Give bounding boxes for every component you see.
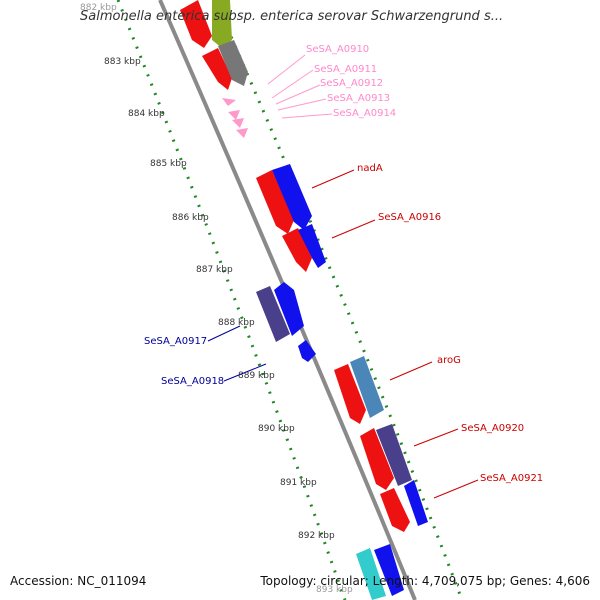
genome-title: Salmonella enterica subsp. enterica sero… — [80, 9, 504, 24]
tick-label: 886 kbp — [172, 213, 209, 223]
tick-track-inner — [116, 0, 347, 600]
gene-label: aroG — [437, 355, 461, 366]
gene-aroG — [334, 364, 366, 424]
gene-label: SeSA_A0912 — [320, 78, 383, 89]
tick-label: 889 kbp — [238, 371, 275, 381]
gene-blue-0917 — [274, 282, 304, 336]
tick-label: 888 kbp — [218, 318, 255, 328]
gene-label: SeSA_A0910 — [306, 44, 369, 55]
tick-label: 885 kbp — [150, 159, 187, 169]
gene-pink-2 — [228, 110, 240, 120]
gene-cyan — [356, 548, 386, 600]
gene-SeSA_A0918 — [298, 340, 316, 362]
gene-pink-1 — [222, 98, 236, 106]
gene-labels: SeSA_A0910 SeSA_A0911 SeSA_A0912 SeSA_A0… — [144, 44, 543, 484]
gene-label: SeSA_A0914 — [333, 108, 396, 119]
tick-label: 890 kbp — [258, 424, 295, 434]
tick-track-outer — [213, 0, 464, 600]
gene-label: SeSA_A0921 — [480, 473, 543, 484]
gene-SeSA_A0916-blue — [298, 224, 326, 268]
gene-SeSA_A0920-red — [360, 428, 394, 490]
tick-labels: 882 kbp 883 kbp 884 kbp 885 kbp 886 kbp 887 k… — [80, 3, 353, 595]
tick-label: 883 kbp — [104, 57, 141, 67]
gene-label: SeSA_A0913 — [327, 93, 390, 104]
gene-features — [180, 0, 428, 600]
gene-pink-4 — [236, 128, 248, 138]
gene-SeSA_A0920-purple — [376, 424, 412, 486]
gene-SeSA_A0916-red — [282, 228, 312, 272]
gene-label: SeSA_A0911 — [314, 64, 377, 75]
gene-blue-nadA — [272, 164, 312, 230]
gene-label: nadA — [357, 163, 383, 174]
gene-gray — [218, 40, 248, 86]
gene-SeSA_A0921-blue — [404, 480, 428, 526]
tick-label: 891 kbp — [280, 478, 317, 488]
tick-label: 882 kbp — [80, 3, 117, 13]
gene-label: SeSA_A0918 — [161, 376, 224, 387]
genome-summary: Topology: circular; Length: 4,709,075 bp… — [260, 574, 590, 588]
gene-red-2 — [202, 48, 232, 90]
gene-pink-3 — [232, 118, 244, 128]
gene-label: SeSA_A0916 — [378, 212, 441, 223]
gene-olive — [212, 0, 232, 48]
tick-label: 893 kbp — [316, 585, 353, 595]
gene-SeSA_A0921-red — [380, 488, 410, 532]
gene-label: SeSA_A0917 — [144, 336, 207, 347]
accession-text: Accession: NC_011094 — [10, 574, 147, 588]
tick-label: 884 kbp — [128, 109, 165, 119]
gene-red-top — [180, 0, 212, 48]
gene-SeSA_A0917 — [256, 286, 290, 342]
gene-blue-bottom — [374, 544, 404, 596]
tick-label: 887 kbp — [196, 265, 233, 275]
tick-label: 892 kbp — [298, 531, 335, 541]
gene-label: SeSA_A0920 — [461, 423, 524, 434]
gene-steel — [350, 356, 384, 418]
label-connectors — [207, 54, 479, 499]
gene-nadA — [256, 170, 294, 234]
